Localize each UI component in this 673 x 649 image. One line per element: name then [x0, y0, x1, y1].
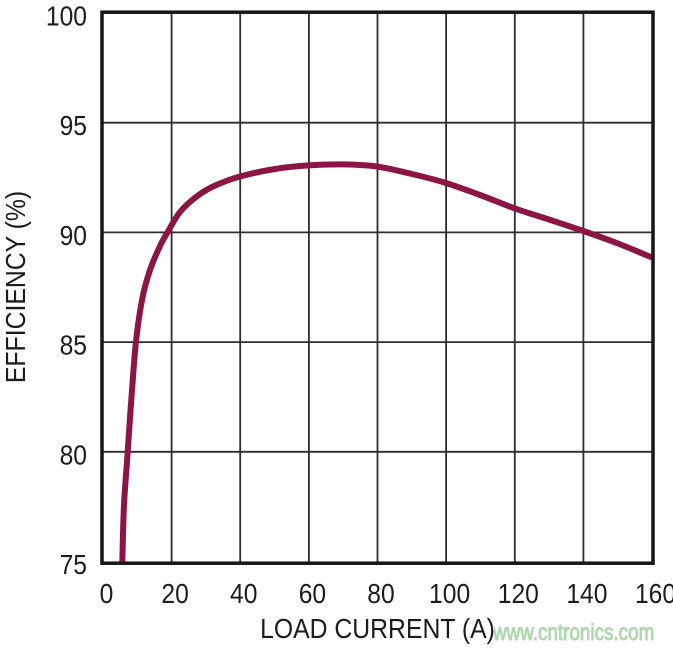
svg-text:75: 75 [60, 549, 87, 581]
svg-text:80: 80 [367, 578, 394, 610]
svg-text:80: 80 [60, 439, 87, 471]
svg-text:EFFICIENCY (%): EFFICIENCY (%) [0, 191, 31, 383]
svg-text:95: 95 [60, 110, 87, 142]
svg-text:LOAD CURRENT (A): LOAD CURRENT (A) [260, 613, 495, 645]
svg-text:160: 160 [635, 578, 673, 610]
svg-text:85: 85 [60, 329, 87, 361]
svg-text:100: 100 [46, 0, 87, 32]
svg-text:60: 60 [299, 578, 326, 610]
svg-text:100: 100 [429, 578, 470, 610]
svg-text:120: 120 [498, 578, 539, 610]
svg-text:20: 20 [161, 578, 188, 610]
svg-text:www.cntronics.com: www.cntronics.com [492, 620, 654, 645]
svg-text:0: 0 [100, 578, 114, 610]
svg-text:40: 40 [230, 578, 257, 610]
svg-text:90: 90 [60, 219, 87, 251]
svg-text:140: 140 [566, 578, 607, 610]
